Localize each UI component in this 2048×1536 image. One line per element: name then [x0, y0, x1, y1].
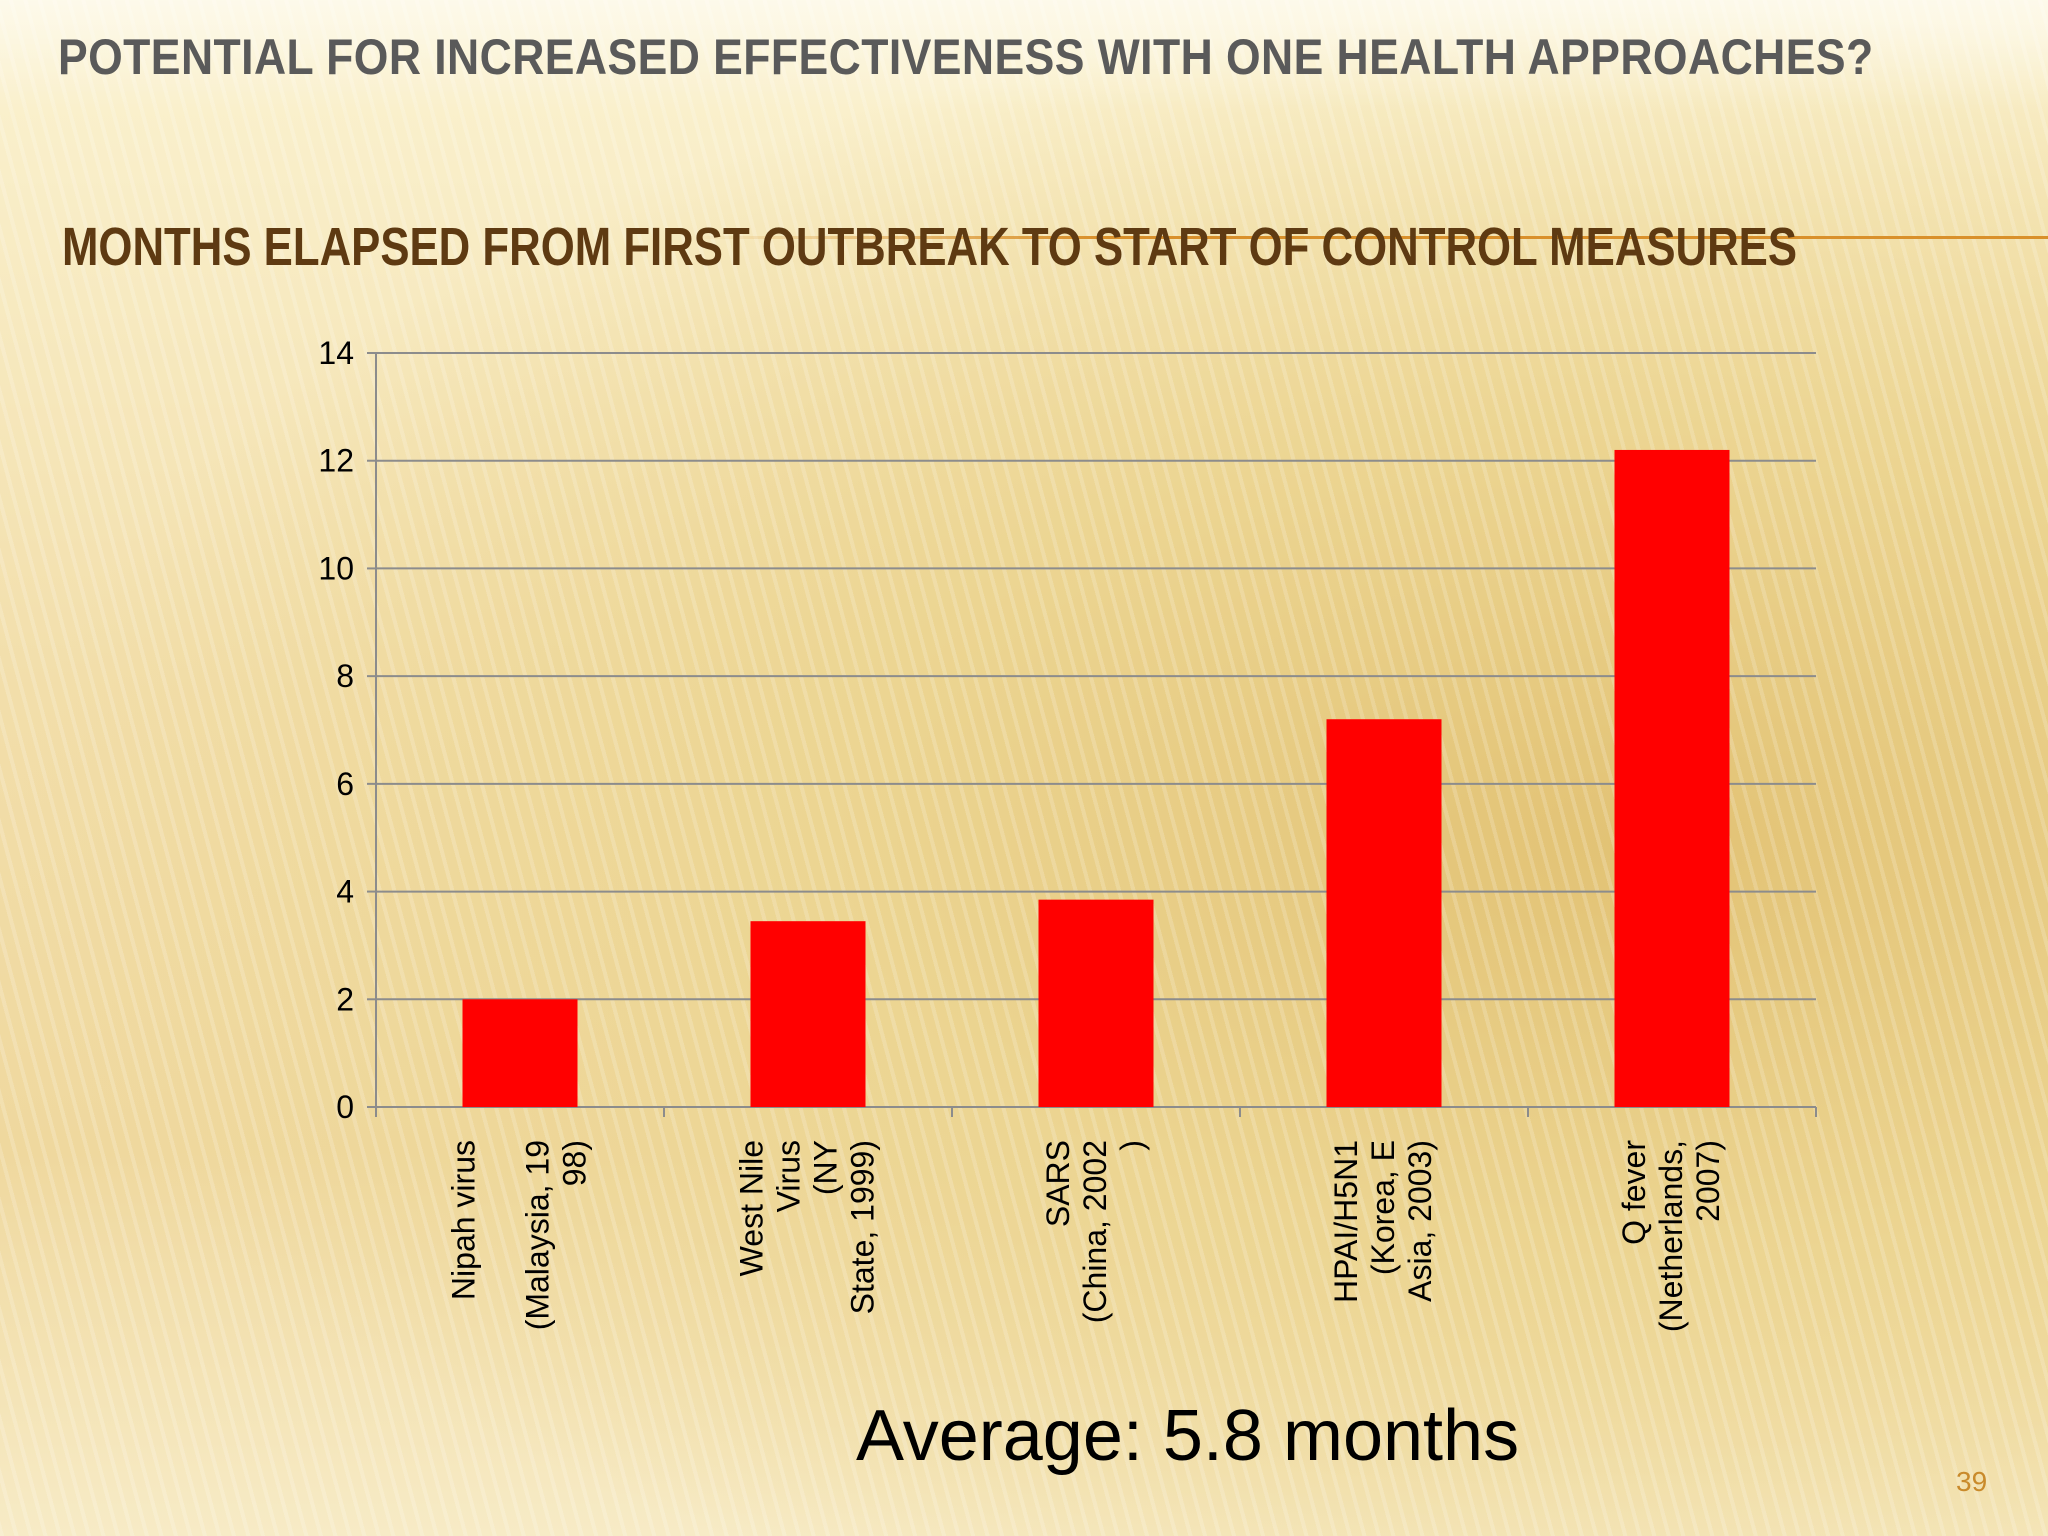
bar: [1326, 719, 1442, 1107]
y-tick-label: 2: [336, 981, 354, 1017]
bar: [1614, 449, 1730, 1107]
bar: [750, 921, 866, 1107]
title-rule: [690, 236, 2048, 239]
x-category-label: (NY: [808, 1140, 844, 1195]
x-category-label: SARS: [1040, 1140, 1076, 1227]
y-tick-label: 12: [318, 443, 354, 479]
x-category-label: (Netherlands,: [1653, 1140, 1689, 1332]
x-category-label: West Nile: [734, 1140, 770, 1276]
y-tick-label: 14: [318, 335, 354, 371]
bar: [1038, 899, 1154, 1107]
bar: [462, 999, 578, 1107]
y-tick-label: 8: [336, 658, 354, 694]
x-category-label: HPAI/H5N1: [1328, 1140, 1364, 1303]
chart-title: MONTHS ELAPSED FROM FIRST OUTBREAK TO ST…: [62, 217, 1798, 277]
x-category-label: 2007): [1690, 1140, 1726, 1222]
x-category-label: Virus: [771, 1140, 807, 1212]
x-category-label: Nipah virus: [446, 1140, 482, 1300]
y-tick-label: 10: [318, 550, 354, 586]
x-category-label: Q fever: [1616, 1140, 1652, 1245]
y-tick-label: 0: [336, 1089, 354, 1125]
y-tick-label: 6: [336, 766, 354, 802]
x-category-label: Asia, 2003): [1402, 1140, 1438, 1302]
x-category-label: (China, 2002: [1077, 1140, 1113, 1323]
slide-title: POTENTIAL FOR INCREASED EFFECTIVENESS WI…: [58, 29, 1874, 85]
x-category-label: (Korea, E: [1365, 1140, 1401, 1275]
page-number: 39: [1956, 1466, 1988, 1497]
y-tick-label: 4: [336, 874, 354, 910]
average-note: Average: 5.8 months: [856, 1396, 1520, 1476]
x-category-label: 98): [557, 1140, 593, 1186]
x-category-label: State, 1999): [845, 1140, 881, 1314]
x-category-label: (Malaysia, 19: [520, 1140, 556, 1330]
x-category-label: ): [1114, 1140, 1150, 1151]
title-band: [0, 0, 2048, 110]
